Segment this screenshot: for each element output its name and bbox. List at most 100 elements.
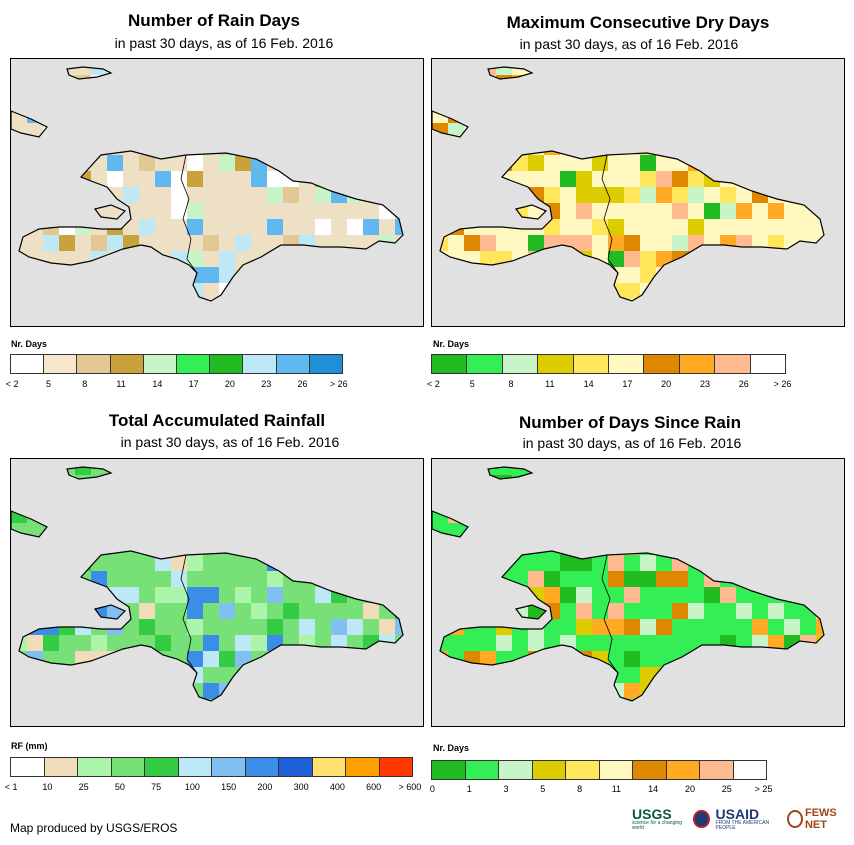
panel-title-total-rainfall: Total Accumulated Rainfall	[108, 411, 326, 430]
map-grid-cell	[544, 219, 560, 235]
map-grid-cell	[496, 107, 512, 123]
map-grid-cell	[640, 107, 656, 123]
map-grid-cell	[139, 67, 155, 75]
map-grid-cell	[299, 603, 315, 619]
map-grid-cell	[395, 523, 403, 539]
map-grid-cell	[496, 491, 512, 507]
map-grid-cell	[411, 219, 423, 235]
map-grid-cell	[283, 251, 299, 267]
hispaniola-coastline	[18, 150, 404, 302]
map-grid-cell	[299, 635, 315, 651]
map-grid-cell	[480, 283, 496, 299]
map-grid-cell	[704, 651, 720, 667]
map-grid-cell	[123, 491, 139, 507]
map-grid-cell	[624, 315, 640, 326]
map-grid-cell	[315, 635, 331, 651]
map-grid-cell	[331, 507, 347, 523]
map-grid-cell	[672, 467, 688, 475]
map-grid-cell	[139, 475, 155, 491]
map-grid-cell	[736, 67, 752, 75]
map-grid-cell	[171, 491, 187, 507]
map-grid-cell	[688, 171, 704, 187]
map-grid-cell	[331, 155, 347, 171]
map-grid-cell	[480, 67, 496, 75]
map-grid-cell	[299, 91, 315, 107]
map-grid-cell	[432, 139, 448, 155]
map-grid-cell	[155, 315, 171, 326]
map-grid-cell	[688, 467, 704, 475]
map-grid-cell	[187, 603, 203, 619]
map-grid-cell	[432, 539, 448, 555]
map-grid-cell	[560, 523, 576, 539]
map-grid-cell	[331, 475, 347, 491]
map-grid-cell	[91, 139, 107, 155]
map-grid-cell	[91, 667, 107, 683]
map-grid-cell	[784, 171, 800, 187]
map-grid-cell	[544, 67, 560, 75]
map-grid-cell	[560, 475, 576, 491]
map-grid-cell	[544, 715, 560, 726]
map-grid-cell	[411, 571, 423, 587]
map-grid-cell	[560, 619, 576, 635]
map-grid-cell	[347, 267, 363, 283]
map-grid-cell	[704, 587, 720, 603]
map-grid-cell	[91, 683, 107, 699]
map-grid-cell	[752, 475, 768, 491]
map-grid-cell	[560, 299, 576, 301]
map-grid-cell	[251, 283, 267, 299]
map-grid-cell	[331, 571, 347, 587]
map-grid-cell	[395, 571, 403, 587]
legend-label: 26	[738, 379, 749, 389]
usaid-seal-icon	[693, 810, 710, 828]
map-grid-cell	[315, 235, 331, 251]
map-grid-cell	[736, 467, 752, 475]
map-grid-cell	[464, 107, 480, 123]
map-grid-cell	[27, 91, 43, 107]
map-grid-cell	[736, 203, 752, 219]
map-grid-cell	[640, 507, 656, 523]
map-grid-cell	[219, 619, 235, 635]
map-grid-cell	[736, 283, 752, 299]
map-grid-cell	[768, 507, 784, 523]
map-grid-cell	[448, 91, 464, 107]
map-grid-cell	[219, 715, 235, 726]
map-grid-cell	[283, 587, 299, 603]
map-grid-cell	[267, 467, 283, 475]
map-grid-cell	[251, 251, 267, 267]
map-grid-cell	[75, 467, 91, 475]
map-grid-cell	[640, 91, 656, 107]
map-grid-cell	[155, 507, 171, 523]
map-grid-cell	[784, 267, 800, 283]
map-grid-cell	[656, 507, 672, 523]
map-grid-cell	[59, 699, 75, 701]
map-grid-cell	[43, 235, 59, 251]
map-grid-cell	[411, 699, 423, 715]
map-grid-cell	[832, 523, 844, 539]
map-grid-cell	[816, 123, 824, 139]
map-grid-cell	[299, 699, 315, 701]
map-grid-cell	[251, 491, 267, 507]
map-grid-cell	[592, 299, 608, 301]
map-grid-cell	[363, 507, 379, 523]
map-grid-cell	[251, 475, 267, 491]
map-grid-cell	[464, 155, 480, 171]
map-grid-cell	[832, 683, 844, 699]
map-grid-cell	[432, 107, 448, 123]
map-grid-cell	[347, 139, 363, 155]
map-grid-cell	[592, 267, 608, 283]
map-grid-cell	[624, 699, 640, 701]
map-grid-cell	[331, 699, 347, 701]
map-grid-cell	[171, 507, 187, 523]
map-grid-cell	[27, 475, 43, 491]
map-grid-cell	[752, 139, 768, 155]
map-grid-cell	[91, 539, 107, 555]
map-grid-cell	[171, 91, 187, 107]
map-grid-cell	[832, 299, 844, 315]
map-grid-cell	[155, 635, 171, 651]
map-grid-cell	[139, 91, 155, 107]
map-grid-cell	[752, 619, 768, 635]
map-grid-cell	[27, 155, 43, 171]
map-grid-cell	[347, 315, 363, 326]
map-grid-cell	[688, 67, 704, 75]
map-grid-cell	[528, 699, 544, 701]
